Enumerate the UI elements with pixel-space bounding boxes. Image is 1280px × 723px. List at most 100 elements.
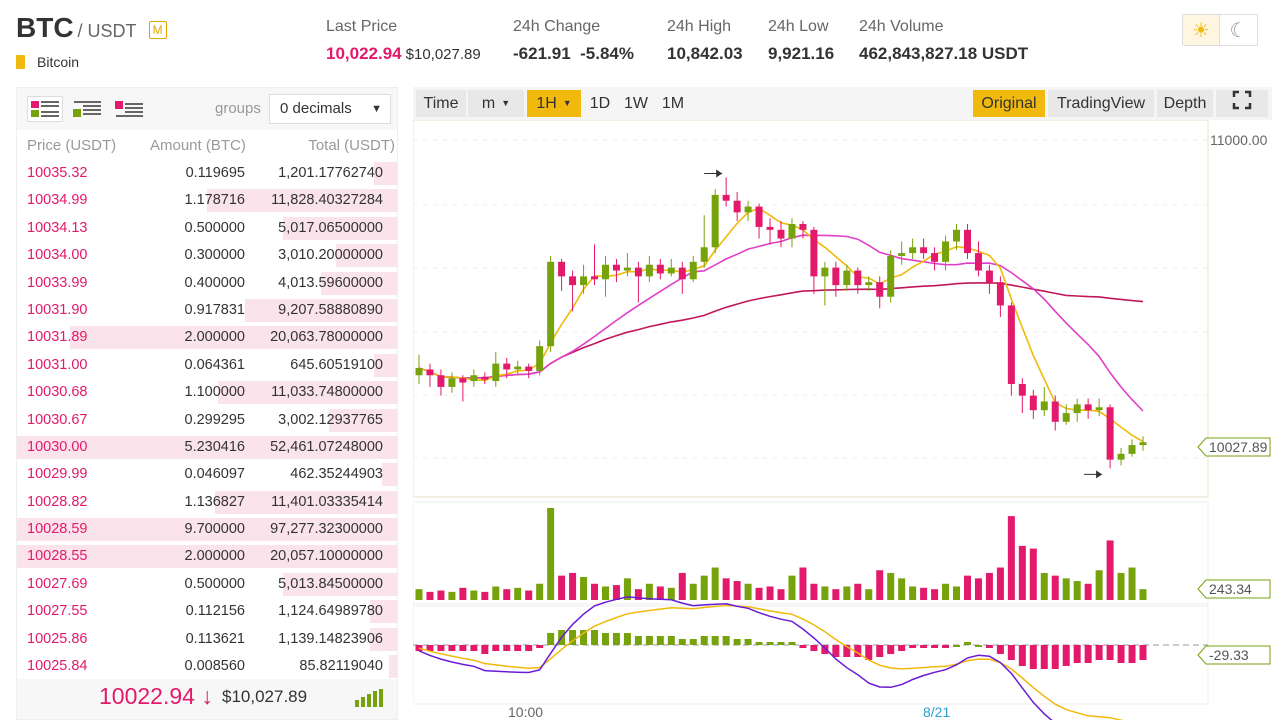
macd-bar — [591, 630, 599, 645]
view-original[interactable]: Original — [973, 90, 1045, 117]
order-row[interactable]: 10034.00 0.300000 3,010.20000000 — [17, 242, 397, 269]
volume-bar — [766, 586, 774, 600]
candle-body — [974, 253, 982, 271]
candle-body — [448, 378, 456, 387]
order-row[interactable]: 10025.84 0.008560 85.82119040 — [17, 653, 397, 680]
view-tradingview[interactable]: TradingView — [1048, 90, 1154, 117]
margin-badge[interactable]: M — [148, 21, 167, 39]
order-row[interactable]: 10031.90 0.917831 9,207.58880890 — [17, 297, 397, 324]
candle-body — [525, 366, 533, 371]
interval-1d[interactable]: 1D — [589, 95, 611, 112]
candle-body — [459, 378, 467, 383]
order-amount: 0.917831 — [184, 301, 245, 318]
high-stat: 24h High 10,842.03 — [667, 18, 743, 64]
order-row[interactable]: 10027.55 0.112156 1,124.64989780 — [17, 598, 397, 625]
interval-time[interactable]: Time — [416, 90, 466, 117]
candle-body — [876, 282, 884, 297]
book-both-view-icon[interactable] — [27, 96, 63, 122]
order-row[interactable]: 10025.86 0.113621 1,139.14823906 — [17, 626, 397, 653]
coin-info[interactable]: Bitcoin — [16, 54, 79, 70]
volume-bar — [470, 590, 478, 600]
decimals-select[interactable]: 0 decimals ▼ — [269, 94, 391, 124]
order-row[interactable]: 10030.68 1.100000 11,033.74800000 — [17, 379, 397, 406]
order-row[interactable]: 10029.99 0.046097 462.35244903 — [17, 461, 397, 488]
view-depth[interactable]: Depth — [1157, 90, 1213, 117]
candle-body — [503, 363, 511, 370]
sun-icon[interactable]: ☀ — [1183, 15, 1220, 45]
order-row[interactable]: 10035.32 0.119695 1,201.17762740 — [17, 160, 397, 187]
interval-1h[interactable]: 1H ▼ — [527, 90, 581, 117]
order-row[interactable]: 10028.59 9.700000 97,277.32300000 — [17, 516, 397, 543]
change-value: -621.91 — [513, 44, 571, 63]
volume-bar — [656, 586, 664, 600]
chart-canvas[interactable]: 11000.00 10027.89 243.34 -29.33 10:00 8/21 — [413, 120, 1272, 720]
candle-body — [733, 200, 741, 213]
price-chart[interactable]: Time m ▼ 1H ▼ 1D 1W 1M Original TradingVie… — [413, 87, 1272, 720]
order-row[interactable]: 10030.67 0.299295 3,002.12937765 — [17, 407, 397, 434]
volume-unit: USDT — [981, 44, 1029, 63]
candle-body — [920, 247, 928, 254]
order-row[interactable]: 10030.00 5.230416 52,461.07248000 — [17, 434, 397, 461]
volume-bar — [645, 583, 653, 600]
order-row[interactable]: 10028.82 1.136827 11,401.03335414 — [17, 489, 397, 516]
book-asks-view-icon[interactable] — [111, 96, 147, 122]
order-price: 10030.00 — [27, 438, 88, 455]
interval-1w[interactable]: 1W — [624, 95, 648, 112]
candle-body — [415, 368, 423, 376]
volume-bar — [1139, 589, 1147, 600]
order-row[interactable]: 10027.69 0.500000 5,013.84500000 — [17, 571, 397, 598]
volume-bar — [1062, 578, 1070, 600]
volume-value: 462,843,827.18 — [859, 44, 978, 63]
candle-body — [1051, 401, 1059, 422]
volume-bar — [492, 586, 500, 600]
order-row[interactable]: 10033.99 0.400000 4,013.59600000 — [17, 270, 397, 297]
candle-body — [1073, 404, 1081, 414]
volume-bar — [733, 581, 741, 600]
order-total: 1,124.64989780 — [278, 603, 383, 620]
candle-body — [623, 267, 631, 271]
interval-1m[interactable]: 1M — [661, 95, 685, 112]
volume-bar — [1084, 583, 1092, 600]
macd-bar — [1128, 645, 1136, 663]
volume-bar — [821, 586, 829, 600]
candle-body — [821, 267, 829, 277]
low-stat: 24h Low 9,921.16 — [768, 18, 834, 64]
macd-tag-box — [1197, 645, 1271, 665]
order-row[interactable]: 10031.89 2.000000 20,063.78000000 — [17, 324, 397, 351]
theme-switch[interactable]: ☀ ☾ — [1182, 14, 1258, 46]
fullscreen-icon[interactable] — [1216, 90, 1268, 117]
order-total: 5,013.84500000 — [278, 575, 383, 592]
order-amount: 0.112156 — [185, 603, 245, 620]
order-row[interactable]: 10031.00 0.064361 645.60519100 — [17, 352, 397, 379]
book-bids-view-icon[interactable] — [69, 96, 105, 122]
volume-bar — [1007, 516, 1015, 600]
order-price: 10025.84 — [27, 658, 88, 675]
candle-body — [722, 194, 730, 201]
symbol-title[interactable]: BTC / USDT M — [16, 12, 167, 44]
interval-minute[interactable]: m ▼ — [468, 90, 524, 117]
candle-body — [689, 261, 697, 280]
last-price-label: Last Price — [326, 18, 398, 35]
volume-bar — [700, 575, 708, 600]
depth-bar — [214, 490, 397, 514]
order-row[interactable]: 10028.55 2.000000 20,057.10000000 — [17, 543, 397, 570]
order-total: 97,277.32300000 — [270, 521, 383, 538]
order-total: 1,201.17762740 — [278, 165, 383, 181]
macd-bar — [547, 633, 555, 645]
macd-bar — [634, 636, 642, 645]
macd-bar — [514, 645, 522, 651]
order-row[interactable]: 10034.99 1.178716 11,828.40327284 — [17, 187, 397, 214]
order-price: 10027.55 — [27, 603, 88, 620]
volume-bar — [1029, 548, 1037, 600]
last-price-usd: $10,027.89 — [405, 46, 481, 63]
order-row[interactable]: 10034.13 0.500000 5,017.06500000 — [17, 215, 397, 242]
macd-bar — [909, 645, 917, 648]
volume-bar — [1095, 570, 1103, 600]
candle-body — [1139, 442, 1147, 446]
moon-icon[interactable]: ☾ — [1229, 19, 1248, 42]
volume-bar — [426, 591, 434, 600]
candle-body — [547, 261, 555, 347]
order-total: 1,139.14823906 — [278, 630, 383, 647]
depth-bar — [321, 271, 397, 295]
caret-down-icon: ▼ — [371, 103, 382, 115]
